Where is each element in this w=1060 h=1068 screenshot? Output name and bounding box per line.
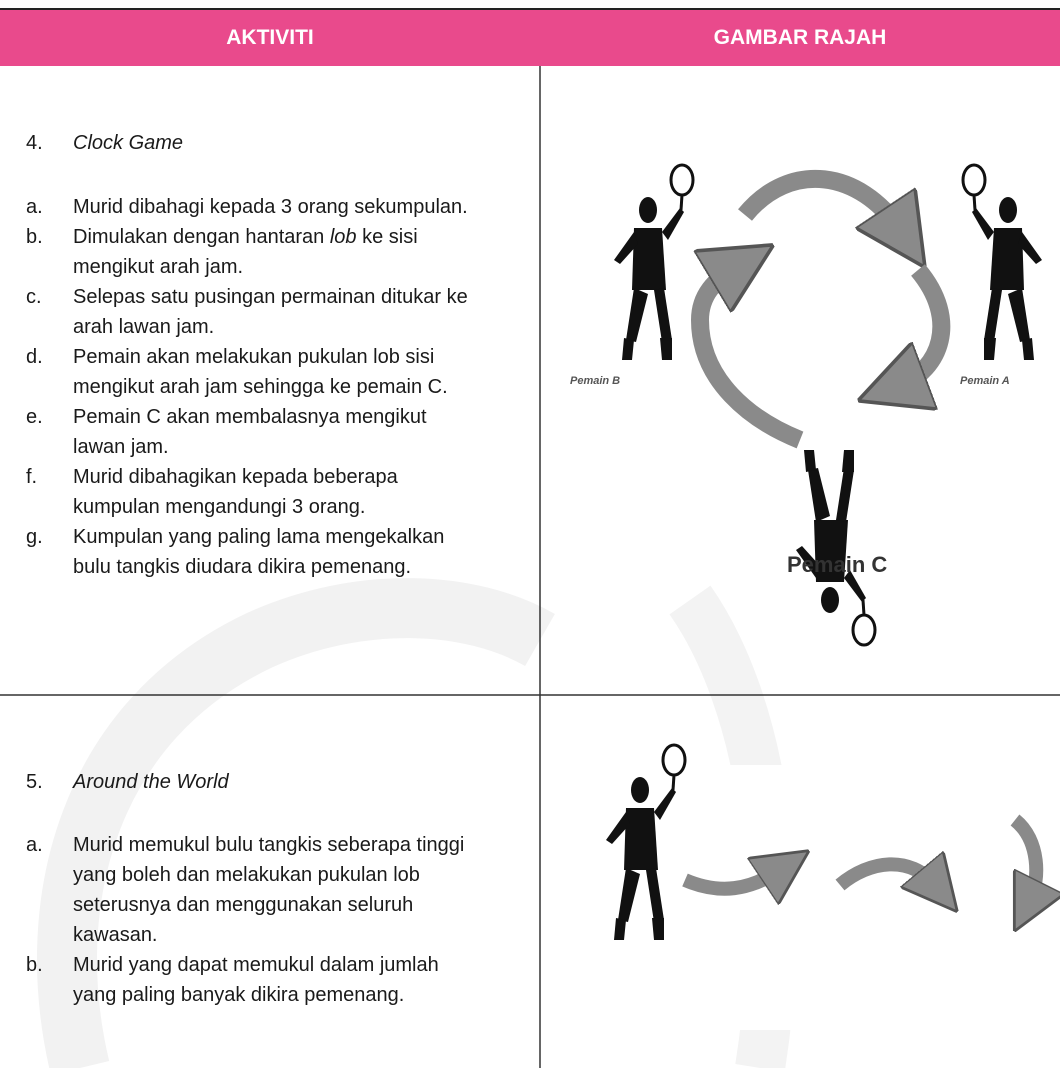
list-item: b. Dimulakan dengan hantaran lob ke sisi …	[26, 222, 496, 282]
row-number: 5.	[26, 771, 43, 793]
item-label: d.	[26, 346, 43, 368]
item-label: f.	[26, 466, 38, 488]
text-part: Kumpulan yang paling lama mengekalkan bu…	[73, 526, 445, 578]
item-text: Kumpulan yang paling lama mengekalkan bu…	[73, 522, 473, 582]
list-item: a. Murid dibahagi kepada 3 orang sekumpul…	[26, 192, 496, 222]
list-item: f. Murid dibahagikan kepada beberapa kump…	[26, 462, 496, 522]
list-item: c. Selepas satu pusingan permainan dituka…	[26, 282, 496, 342]
text-part: Pemain akan melakukan pukulan lob sisi m…	[73, 346, 448, 398]
item-text: Pemain akan melakukan pukulan lob sisi m…	[73, 342, 473, 402]
item-text: Murid dibahagikan kepada beberapa kumpul…	[73, 462, 473, 522]
item-label: a.	[26, 834, 43, 856]
item-label: a.	[26, 196, 43, 218]
text-part: Murid dibahagi kepada 3 orang sekumpulan…	[73, 196, 468, 218]
item-list: a. Murid memukul bulu tangkis seberapa ti…	[26, 830, 496, 1010]
list-item: a. Murid memukul bulu tangkis seberapa ti…	[26, 830, 496, 950]
text-part: Pemain C akan membalasnya mengikut lawan…	[73, 406, 427, 458]
item-label: g.	[26, 526, 43, 548]
item-label: e.	[26, 406, 43, 428]
item-label: c.	[26, 286, 42, 308]
item-text: Murid memukul bulu tangkis seberapa ting…	[73, 830, 473, 950]
diagram-clock-game: Pemain B Pemain A Pemain C	[570, 163, 1044, 647]
row-title: Clock Game	[73, 132, 184, 154]
item-text: Dimulakan dengan hantaran lob ke sisi me…	[73, 222, 473, 282]
text-part: Dimulakan dengan hantaran	[73, 226, 330, 248]
text-part: lob	[329, 226, 357, 248]
list-item: e. Pemain C akan membalasnya mengikut law…	[26, 402, 496, 462]
item-text: Pemain C akan membalasnya mengikut lawan…	[73, 402, 473, 462]
text-part: Selepas satu pusingan permainan ditukar …	[73, 286, 468, 338]
diagram-label: Pemain C	[787, 552, 887, 577]
item-text: Murid yang dapat memukul dalam jumlah ya…	[73, 950, 473, 1010]
text-part: Murid dibahagikan kepada beberapa kumpul…	[73, 466, 398, 518]
diagram-label: Pemain B	[570, 375, 620, 387]
item-text: Selepas satu pusingan permainan ditukar …	[73, 282, 473, 342]
text-part: Murid memukul bulu tangkis seberapa ting…	[73, 834, 465, 946]
column-header: GAMBAR RAJAH	[713, 26, 887, 49]
row-number: 4.	[26, 132, 43, 154]
list-item: b. Murid yang dapat memukul dalam jumlah …	[26, 950, 496, 1010]
list-item: d. Pemain akan melakukan pukulan lob sisi…	[26, 342, 496, 402]
item-label: b.	[26, 226, 43, 248]
diagram-around-the-world	[560, 743, 1050, 1030]
item-label: b.	[26, 954, 43, 976]
list-item: g. Kumpulan yang paling lama mengekalkan …	[26, 522, 496, 582]
text-part: ke sisi mengikut arah jam.	[73, 226, 418, 278]
diagram-label: Pemain A	[960, 375, 1010, 387]
item-list: a. Murid dibahagi kepada 3 orang sekumpul…	[26, 192, 496, 582]
column-header: AKTIVITI	[226, 26, 314, 49]
row-title: Around the World	[73, 771, 229, 793]
item-text: Murid dibahagi kepada 3 orang sekumpulan…	[73, 192, 473, 222]
text-part: Murid yang dapat memukul dalam jumlah ya…	[73, 954, 439, 1006]
